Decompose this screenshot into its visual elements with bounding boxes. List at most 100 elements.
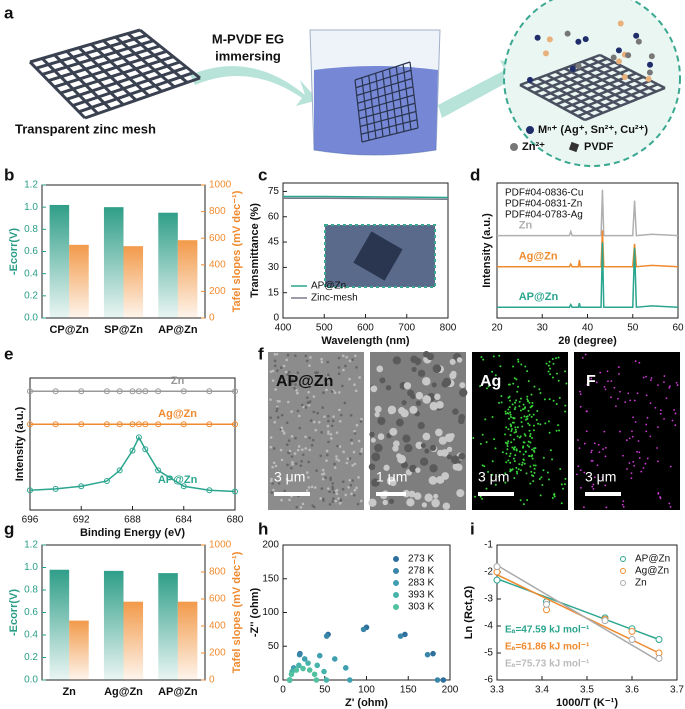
- texture: [335, 492, 339, 496]
- point: [628, 627, 636, 635]
- x-tick-label: 600: [357, 323, 374, 334]
- texture: [432, 364, 442, 373]
- y-tick-label: 30: [268, 262, 280, 273]
- texture: [585, 430, 588, 433]
- texture: [307, 460, 311, 464]
- x-tick-label: 500: [316, 323, 333, 334]
- y2-tick-label: 200: [209, 286, 226, 297]
- texture: [324, 378, 327, 382]
- texture: [326, 453, 329, 457]
- panel-label: d: [470, 165, 480, 184]
- texture: [269, 436, 273, 439]
- texture: [529, 435, 532, 438]
- texture: [320, 357, 323, 361]
- marker: [155, 421, 162, 428]
- texture: [360, 499, 363, 503]
- point: [655, 654, 663, 662]
- legend-swatch: [393, 604, 399, 610]
- texture: [307, 390, 310, 394]
- scale-bar-label: 1 μm: [376, 469, 407, 485]
- texture: [552, 399, 555, 402]
- texture: [291, 378, 294, 381]
- texture: [542, 456, 545, 459]
- texture: [592, 483, 595, 486]
- texture: [629, 399, 632, 402]
- legend-label: AP@Zn: [311, 281, 346, 292]
- texture: [492, 355, 495, 358]
- mesh-wire: [72, 65, 188, 107]
- mesh-wire: [563, 67, 631, 104]
- texture: [485, 441, 488, 444]
- texture: [332, 415, 335, 418]
- texture: [333, 462, 336, 466]
- texture: [586, 383, 589, 386]
- texture: [285, 421, 289, 425]
- texture: [513, 431, 516, 434]
- texture: [547, 364, 550, 367]
- caption: Transparent zinc mesh: [15, 121, 156, 136]
- texture: [442, 502, 451, 510]
- texture: [376, 365, 384, 373]
- texture: [272, 447, 276, 450]
- mesh-wire: [114, 35, 176, 89]
- mesh-wire: [537, 77, 604, 114]
- texture: [280, 376, 283, 380]
- texture: [520, 363, 523, 366]
- texture: [504, 481, 507, 484]
- texture: [636, 392, 639, 395]
- texture: [547, 420, 550, 423]
- panel-label: i: [470, 519, 475, 538]
- texture: [522, 458, 525, 461]
- texture: [531, 401, 534, 404]
- texture: [565, 382, 568, 385]
- texture: [339, 499, 342, 503]
- texture: [294, 383, 297, 386]
- texture: [312, 410, 316, 414]
- marker: [129, 447, 136, 454]
- texture: [668, 502, 671, 505]
- texture: [515, 466, 518, 469]
- texture: [398, 407, 406, 415]
- texture: [530, 455, 533, 458]
- x-tick-label: 50: [319, 685, 331, 696]
- texture: [308, 448, 312, 452]
- texture: [645, 430, 648, 433]
- texture: [598, 451, 601, 454]
- texture: [507, 440, 510, 443]
- texture: [590, 377, 593, 380]
- marker: [135, 434, 142, 441]
- y-tick-label: 15: [268, 287, 280, 298]
- point: [288, 671, 295, 678]
- x-tick-label: 3.6: [625, 685, 639, 696]
- texture: [586, 410, 588, 413]
- texture: [326, 376, 330, 380]
- y2-tick-label: 400: [209, 621, 226, 632]
- mesh-wire: [78, 71, 194, 114]
- y-tick-label: 0.6: [24, 246, 38, 257]
- ion: [546, 36, 553, 43]
- mesh-wire: [361, 127, 419, 143]
- texture: [355, 423, 359, 427]
- texture: [302, 405, 305, 409]
- texture: [516, 426, 519, 429]
- y-axis-label: -Ecorr(V): [8, 589, 20, 636]
- texture: [402, 434, 411, 443]
- texture: [295, 389, 299, 392]
- texture: [637, 440, 640, 442]
- texture: [520, 416, 523, 419]
- point: [493, 576, 501, 584]
- texture: [499, 365, 502, 368]
- texture: [429, 444, 437, 451]
- texture: [352, 493, 356, 497]
- texture: [668, 386, 671, 389]
- texture: [546, 471, 549, 474]
- texture: [553, 493, 556, 496]
- texture: [300, 403, 304, 407]
- texture: [532, 475, 535, 478]
- texture: [501, 451, 504, 454]
- texture: [374, 405, 382, 413]
- texture: [604, 484, 607, 487]
- texture: [348, 457, 352, 460]
- texture: [330, 437, 333, 440]
- x-tick-label: 60: [672, 323, 684, 334]
